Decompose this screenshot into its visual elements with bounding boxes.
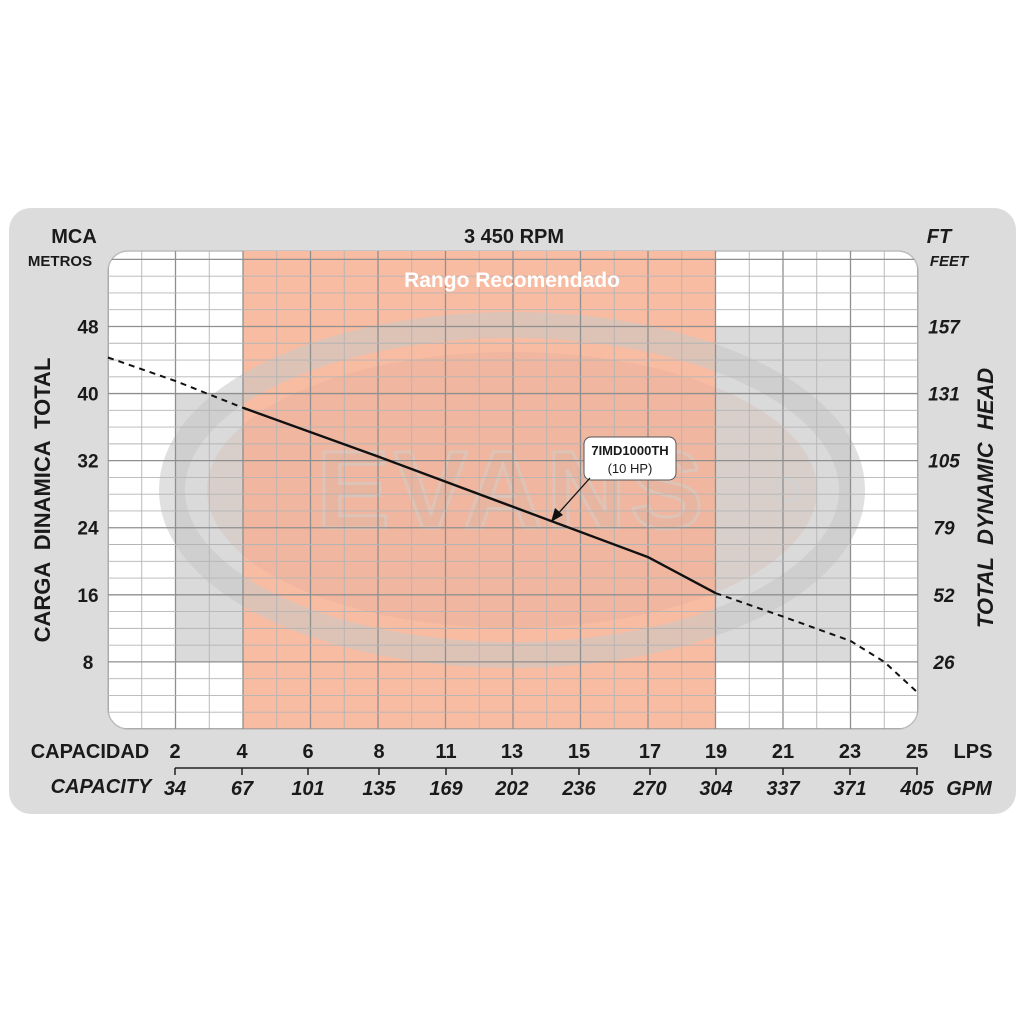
grid-lines: [108, 251, 918, 729]
gpm-tick-label: 34: [164, 778, 186, 800]
gpm-tick-label: 101: [291, 778, 324, 800]
right-tick-label: 131: [928, 385, 960, 406]
lps-tick-label: 2: [169, 741, 180, 763]
left-tick-label: 32: [77, 452, 98, 473]
curve-dashed-right: [715, 592, 919, 694]
lps-tick-label: 23: [839, 741, 861, 763]
right-axis-title: TOTAL DYNAMIC HEAD: [973, 368, 998, 628]
x-axis-lps-label: CAPACIDAD: [31, 741, 150, 763]
gpm-tick-label: 304: [699, 778, 732, 800]
right-tick-label: 79: [933, 519, 955, 540]
left-tick-label: 24: [77, 519, 99, 540]
lps-tick-label: 17: [639, 741, 661, 763]
gpm-tick-label: 371: [833, 778, 866, 800]
right-unit: FT: [927, 226, 953, 248]
callout-arrowhead: [551, 508, 563, 522]
recommended-range-label: Rango Recomendado: [404, 269, 620, 292]
right-tick-label: 105: [928, 452, 960, 473]
series-callout: 7IMD1000TH (10 HP): [551, 436, 677, 522]
lps-tick-label: 11: [435, 741, 456, 763]
lps-tick-label: 13: [501, 741, 523, 763]
lps-tick-label: 15: [568, 741, 590, 763]
gpm-tick-label: 236: [561, 778, 596, 800]
watermark-outer-ring: [159, 312, 865, 668]
gpm-tick-label: 169: [429, 778, 463, 800]
bottom-tick-labels: 2 4 6 8 11 13 15 17 19 21 23 25 34 67 101 135 169 202 236 2…: [164, 741, 935, 800]
watermark-inner-fill: [207, 352, 817, 628]
series-name-label: 7IMD1000TH: [591, 443, 668, 458]
left-tick-label: 40: [77, 385, 98, 406]
curve-dashed-left: [107, 356, 244, 409]
left-axis-title: CARGA DINAMICA TOTAL: [30, 358, 55, 643]
lps-tick-label: 25: [906, 741, 928, 763]
lps-tick-label: 4: [236, 741, 248, 763]
gpm-tick-label: 67: [231, 778, 254, 800]
x-axis-gpm-unit: GPM: [946, 778, 993, 800]
left-unit: MCA: [51, 226, 97, 248]
left-tick-label: 48: [77, 317, 98, 338]
left-tick-label: 16: [77, 586, 98, 607]
lps-tick-label: 6: [302, 741, 313, 763]
gpm-tick-label: 202: [494, 778, 528, 800]
lps-tick-label: 8: [373, 741, 384, 763]
x-axis-gpm-label: CAPACITY: [51, 776, 153, 798]
gpm-tick-label: 405: [899, 778, 934, 800]
chart-title: 3 450 RPM: [464, 226, 564, 248]
right-tick-label: 157: [928, 317, 961, 338]
right-tick-labels: 26 52 79 105 131 157: [928, 317, 961, 673]
gpm-tick-label: 270: [632, 778, 666, 800]
left-tick-labels: 8 16 24 32 40 48: [77, 317, 99, 673]
lps-tick-label: 21: [772, 741, 794, 763]
gpm-tick-label: 337: [766, 778, 800, 800]
curve-solid: [242, 406, 717, 595]
lps-tick-label: 19: [705, 741, 727, 763]
right-tick-label: 26: [932, 653, 955, 674]
series-sub-label: (10 HP): [608, 461, 653, 476]
right-unit-sub: FEET: [930, 253, 970, 270]
callout-box: [583, 436, 677, 481]
right-tick-label: 52: [933, 586, 955, 607]
callout-arrow-line: [555, 477, 591, 517]
left-tick-label: 8: [83, 653, 94, 674]
left-unit-sub: METROS: [28, 253, 92, 270]
watermark-registered-mark: [774, 477, 800, 503]
gpm-tick-label: 135: [362, 778, 396, 800]
x-axis-lps-unit: LPS: [954, 741, 993, 763]
performance-curve: [107, 356, 919, 694]
